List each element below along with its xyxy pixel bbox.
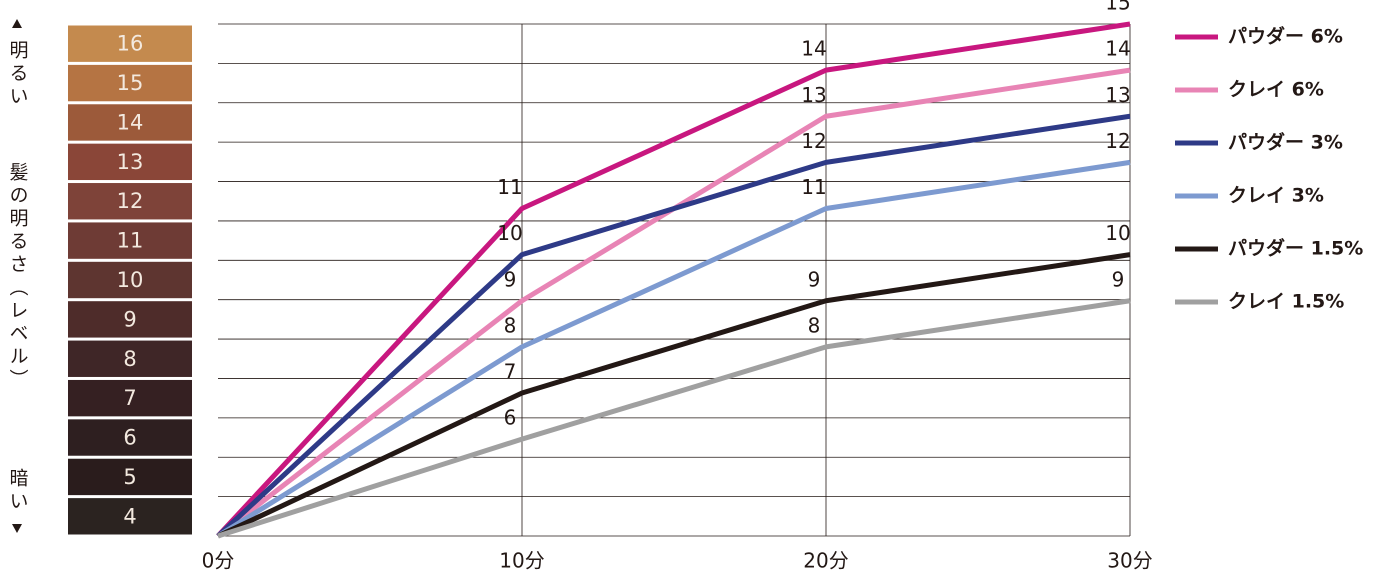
x-tick-label: 0分 xyxy=(202,549,235,573)
level-swatch xyxy=(68,143,192,181)
data-label: 11 xyxy=(801,175,826,199)
data-label: 13 xyxy=(801,83,826,107)
x-tick-label: 20分 xyxy=(803,549,848,573)
dark-label: 暗い xyxy=(7,468,29,514)
data-label: 9 xyxy=(504,267,517,291)
level-swatch xyxy=(68,458,192,496)
level-label: 7 xyxy=(123,386,136,410)
data-label: 6 xyxy=(504,406,517,430)
level-label: 10 xyxy=(117,268,144,292)
data-label: 8 xyxy=(808,313,821,337)
level-swatch xyxy=(68,301,192,338)
level-label: 13 xyxy=(117,150,144,174)
x-tick-label: 10分 xyxy=(499,549,544,573)
data-label: 9 xyxy=(1112,267,1125,291)
legend-label: クレイ 1.5% xyxy=(1228,291,1344,313)
level-swatch xyxy=(68,379,192,417)
level-swatch xyxy=(68,419,192,456)
level-label: 12 xyxy=(117,189,144,213)
level-label: 14 xyxy=(117,110,144,134)
level-swatch xyxy=(68,25,192,62)
series-line xyxy=(216,21,1131,538)
series-line xyxy=(216,113,1131,538)
bright-label: 明るい xyxy=(7,40,29,109)
x-tick-label: 30分 xyxy=(1107,549,1152,573)
data-label: 10 xyxy=(1105,221,1130,245)
data-label: 14 xyxy=(1105,37,1130,61)
scale-title: 髪の明るさ（レベル） xyxy=(7,162,29,392)
level-swatch xyxy=(68,183,192,220)
data-label: 12 xyxy=(1105,129,1130,153)
data-label: 8 xyxy=(504,313,517,337)
level-label: 6 xyxy=(123,426,136,450)
data-label: 7 xyxy=(504,360,517,384)
legend-label: クレイ 3% xyxy=(1228,185,1324,207)
data-label: 10 xyxy=(497,221,522,245)
legend-label: パウダー 6% xyxy=(1228,25,1343,48)
level-label: 16 xyxy=(117,32,144,56)
level-label: 4 xyxy=(123,504,136,528)
series-line xyxy=(216,159,1131,539)
series-line xyxy=(217,298,1131,539)
legend-label: クレイ 6% xyxy=(1228,79,1324,101)
data-label: 12 xyxy=(801,129,826,153)
level-label: 8 xyxy=(123,347,136,371)
up-arrow xyxy=(12,19,22,28)
legend-label: パウダー 1.5% xyxy=(1228,237,1363,260)
data-label: 14 xyxy=(801,37,826,61)
level-label: 9 xyxy=(123,307,136,331)
level-swatch xyxy=(68,261,192,299)
level-swatch xyxy=(68,498,192,535)
level-swatch xyxy=(68,104,192,141)
legend-label: パウダー 3% xyxy=(1228,131,1343,154)
level-swatch xyxy=(68,340,192,377)
data-label: 15 xyxy=(1105,0,1130,15)
series-line xyxy=(216,252,1131,539)
level-label: 5 xyxy=(123,465,136,489)
level-swatch xyxy=(68,222,192,259)
down-arrow xyxy=(12,524,22,533)
data-label: 13 xyxy=(1105,83,1130,107)
level-swatch xyxy=(68,64,192,102)
data-label: 9 xyxy=(808,267,821,291)
data-label: 11 xyxy=(497,175,522,199)
level-label: 11 xyxy=(117,229,144,253)
level-label: 15 xyxy=(117,71,144,95)
